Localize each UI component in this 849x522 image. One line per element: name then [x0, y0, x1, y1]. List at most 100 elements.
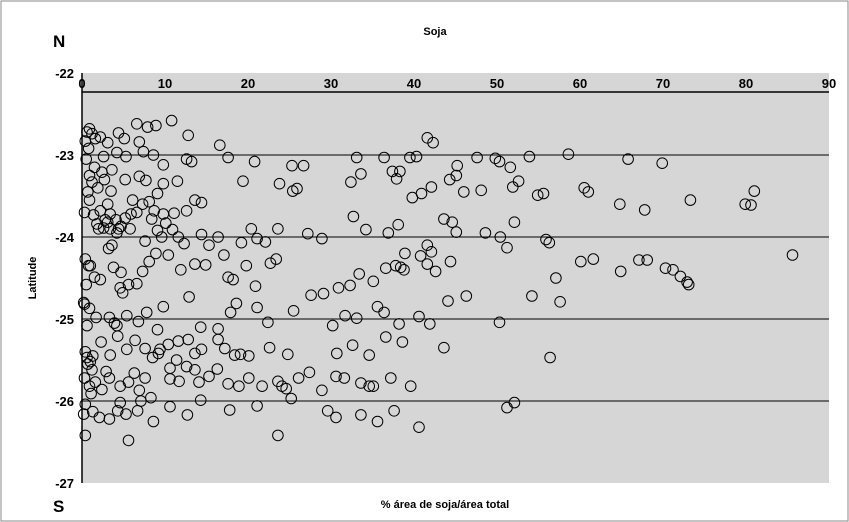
- data-point: [303, 366, 316, 379]
- data-point: [345, 176, 357, 188]
- data-point: [531, 189, 544, 201]
- data-point: [330, 370, 342, 383]
- data-point: [550, 272, 562, 284]
- data-point: [622, 153, 634, 165]
- data-point: [166, 223, 179, 236]
- data-point: [80, 153, 92, 165]
- data-point: [157, 159, 170, 171]
- data-point: [347, 210, 360, 223]
- data-point: [151, 224, 164, 237]
- data-point: [508, 216, 521, 228]
- data-point: [786, 249, 799, 261]
- data-point: [133, 136, 146, 148]
- data-point: [614, 265, 627, 278]
- y-tick-label: -26: [55, 394, 74, 409]
- data-point: [350, 151, 363, 164]
- data-point: [103, 413, 116, 425]
- plot-area: [82, 73, 829, 483]
- data-point: [175, 264, 187, 276]
- data-point: [371, 300, 384, 313]
- data-point: [182, 129, 194, 142]
- data-point: [681, 276, 693, 288]
- data-point: [240, 259, 253, 272]
- data-point: [211, 363, 224, 375]
- data-point: [243, 372, 255, 384]
- data-point: [739, 198, 752, 210]
- data-point: [78, 206, 91, 219]
- data-point: [125, 208, 137, 220]
- data-point: [189, 347, 201, 360]
- data-point: [147, 149, 160, 161]
- data-point: [273, 177, 286, 190]
- data-point: [122, 434, 135, 447]
- data-point: [287, 305, 300, 317]
- data-point: [214, 139, 226, 151]
- data-point: [450, 226, 463, 238]
- data-point: [332, 282, 345, 294]
- data-point: [97, 150, 110, 163]
- data-point: [178, 237, 190, 250]
- data-point: [363, 380, 376, 393]
- data-point: [245, 223, 258, 235]
- data-point: [84, 355, 97, 368]
- data-point: [748, 185, 761, 197]
- data-point: [212, 333, 224, 346]
- data-point: [195, 343, 208, 356]
- data-point: [172, 231, 185, 243]
- y-tick-labels: -22 -23 -24 -25 -26 -27: [55, 66, 75, 491]
- data-point: [195, 228, 208, 241]
- data-point: [126, 194, 139, 206]
- data-point: [302, 227, 314, 240]
- data-point: [189, 194, 201, 206]
- data-point: [97, 222, 110, 234]
- data-point: [367, 380, 380, 393]
- data-point: [79, 429, 92, 442]
- data-point: [360, 223, 372, 236]
- data-point: [363, 349, 376, 361]
- x-tick-label: 20: [241, 76, 255, 91]
- data-point: [404, 151, 416, 164]
- data-point: [92, 182, 104, 194]
- data-point: [682, 278, 695, 291]
- y-tick-label: -25: [55, 312, 74, 327]
- y-axis-label: Latitude: [27, 257, 39, 300]
- data-point: [390, 173, 403, 185]
- north-label: N: [53, 32, 65, 51]
- x-tick-label: 0: [78, 76, 85, 91]
- data-point: [164, 400, 176, 413]
- data-point: [223, 404, 236, 416]
- data-point: [139, 235, 151, 247]
- data-point: [316, 384, 328, 397]
- data-point: [413, 421, 425, 434]
- data-point: [164, 362, 176, 375]
- data-point: [262, 316, 274, 329]
- data-point: [393, 318, 405, 330]
- data-point: [90, 311, 102, 324]
- y-tick-label: -24: [55, 230, 75, 245]
- data-point: [115, 266, 127, 279]
- data-point: [263, 341, 276, 354]
- data-point: [282, 348, 294, 361]
- data-point: [98, 173, 111, 186]
- data-point: [442, 295, 454, 307]
- data-point: [234, 348, 247, 361]
- data-point: [180, 360, 193, 373]
- data-point: [122, 376, 135, 388]
- x-axis-label: % área de soja/área total: [381, 499, 509, 511]
- data-point: [326, 319, 339, 332]
- data-point: [378, 306, 390, 319]
- data-point: [183, 291, 195, 303]
- south-label: S: [53, 497, 64, 516]
- data-point: [87, 405, 99, 418]
- data-point: [195, 196, 208, 209]
- data-point: [385, 372, 397, 384]
- data-point: [101, 198, 114, 210]
- data-point: [540, 233, 552, 246]
- data-point: [355, 377, 367, 389]
- data-point: [199, 259, 212, 271]
- data-point: [122, 278, 135, 291]
- data-point: [219, 342, 231, 355]
- data-point: [112, 223, 125, 235]
- data-point: [667, 264, 679, 276]
